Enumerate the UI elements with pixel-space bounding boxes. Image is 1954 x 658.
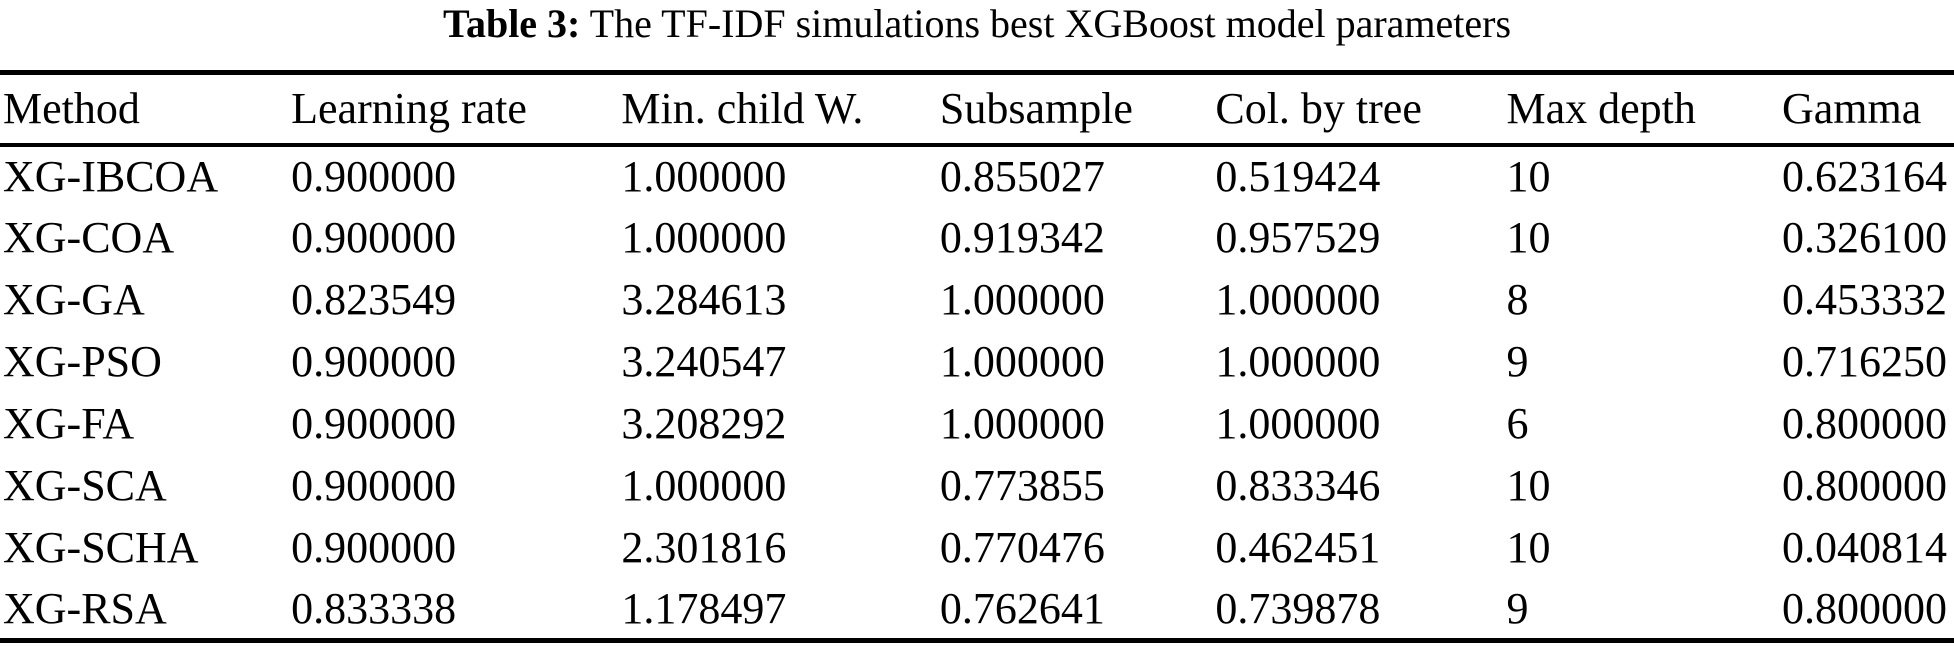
subsample-cell: 0.919342 [939,213,1105,262]
method-cell: XG-SCA [3,461,167,510]
table-row: XG-FA 0.900000 3.208292 1.000000 1.00000… [0,393,1954,455]
learning-rate-cell: 0.833338 [291,583,457,633]
subsample-cell: 0.770476 [939,523,1105,572]
column-header-learning-rate: Learning rate [291,84,527,134]
col-by-tree-cell: 0.833346 [1215,461,1381,510]
learning-rate-cell: 0.900000 [291,152,457,201]
min-child-w-cell: 3.240547 [621,337,787,386]
table-row: XG-RSA 0.833338 1.178497 0.762641 0.7398… [0,579,1954,641]
max-depth-cell: 10 [1506,152,1551,201]
col-by-tree-cell: 0.957529 [1215,213,1381,262]
table-row: XG-IBCOA 0.900000 1.000000 0.855027 0.51… [0,145,1954,207]
method-cell: XG-RSA [3,583,167,633]
max-depth-cell: 10 [1506,461,1551,510]
table-row: XG-SCA 0.900000 1.000000 0.773855 0.8333… [0,455,1954,517]
subsample-cell: 1.000000 [939,337,1105,386]
col-by-tree-cell: 1.000000 [1215,275,1381,324]
subsample-cell: 0.855027 [939,152,1105,201]
learning-rate-cell: 0.900000 [291,461,457,510]
caption-label: Table 3: [442,1,581,46]
learning-rate-cell: 0.900000 [291,337,457,386]
gamma-cell: 0.623164 [1782,152,1947,201]
method-cell: XG-GA [3,275,145,324]
table-row: XG-GA 0.823549 3.284613 1.000000 1.00000… [0,269,1954,331]
col-by-tree-cell: 1.000000 [1215,399,1381,448]
col-by-tree-cell: 1.000000 [1215,337,1381,386]
min-child-w-cell: 1.000000 [621,152,787,201]
caption-text: The TF-IDF simulations best XGBoost mode… [580,1,1512,46]
learning-rate-cell: 0.900000 [291,399,457,448]
gamma-cell: 0.326100 [1782,213,1947,262]
table-caption: Table 3: The TF-IDF simulations best XGB… [0,0,1954,50]
method-cell: XG-COA [3,213,175,262]
col-by-tree-cell: 0.519424 [1215,152,1381,201]
min-child-w-cell: 1.178497 [621,583,787,633]
table-row: XG-PSO 0.900000 3.240547 1.000000 1.0000… [0,331,1954,393]
column-header-gamma: Gamma [1782,84,1922,134]
method-cell: XG-SCHA [3,523,199,572]
max-depth-cell: 10 [1506,523,1551,572]
subsample-cell: 0.762641 [939,583,1105,633]
min-child-w-cell: 1.000000 [621,461,787,510]
table-row: XG-SCHA 0.900000 2.301816 0.770476 0.462… [0,517,1954,579]
max-depth-cell: 10 [1506,213,1551,262]
gamma-cell: 0.716250 [1782,337,1947,386]
column-header-method: Method [3,84,140,134]
min-child-w-cell: 3.208292 [621,399,787,448]
method-cell: XG-FA [3,399,135,448]
gamma-cell: 0.040814 [1782,523,1947,572]
max-depth-cell: 6 [1506,399,1529,448]
gamma-cell: 0.800000 [1782,583,1947,633]
column-header-max-depth: Max depth [1506,84,1696,134]
max-depth-cell: 9 [1506,583,1529,633]
gamma-cell: 0.453332 [1782,275,1947,324]
min-child-w-cell: 1.000000 [621,213,787,262]
subsample-cell: 0.773855 [939,461,1105,510]
table-row: XG-COA 0.900000 1.000000 0.919342 0.9575… [0,207,1954,269]
column-header-col-by-tree: Col. by tree [1215,84,1422,134]
method-cell: XG-IBCOA [3,152,219,201]
method-cell: XG-PSO [3,337,162,386]
learning-rate-cell: 0.900000 [291,213,457,262]
subsample-cell: 1.000000 [939,275,1105,324]
col-by-tree-cell: 0.462451 [1215,523,1381,572]
max-depth-cell: 9 [1506,337,1529,386]
column-header-min-child-w: Min. child W. [621,84,864,134]
col-by-tree-cell: 0.739878 [1215,583,1381,633]
gamma-cell: 0.800000 [1782,399,1947,448]
learning-rate-cell: 0.823549 [291,275,457,324]
min-child-w-cell: 2.301816 [621,523,787,572]
gamma-cell: 0.800000 [1782,461,1947,510]
subsample-cell: 1.000000 [939,399,1105,448]
min-child-w-cell: 3.284613 [621,275,787,324]
column-header-subsample: Subsample [939,84,1133,134]
learning-rate-cell: 0.900000 [291,523,457,572]
xgboost-parameters-table: Method Learning rate Min. child W. Subsa… [0,70,1954,643]
table-header-row: Method Learning rate Min. child W. Subsa… [0,73,1954,145]
max-depth-cell: 8 [1506,275,1529,324]
